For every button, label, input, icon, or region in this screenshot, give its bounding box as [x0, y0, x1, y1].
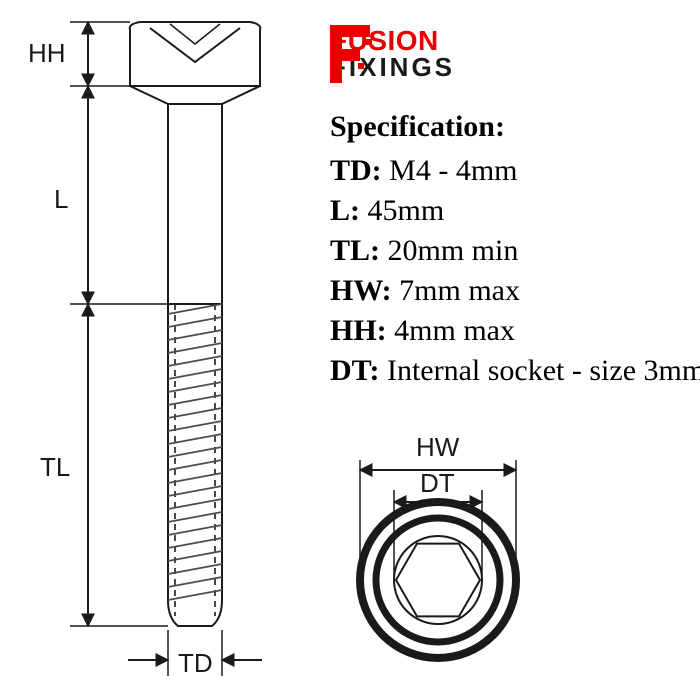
- spec-key: DT:: [330, 354, 379, 387]
- bolt-side-view: [0, 0, 330, 700]
- spec-key: TD:: [330, 154, 382, 187]
- spec-heading: Specification:: [330, 110, 690, 144]
- brand-f-icon: [330, 25, 374, 83]
- spec-val: M4 - 4mm: [382, 154, 518, 187]
- spec-row: DT: Internal socket - size 3mm: [330, 354, 690, 388]
- spec-key: HH:: [330, 314, 387, 347]
- spec-row: TL: 20mm min: [330, 234, 690, 268]
- dim-label-tl: TL: [40, 452, 70, 483]
- spec-val: Internal socket - size 3mm: [379, 354, 700, 387]
- dim-label-hh: HH: [28, 38, 66, 69]
- dim-label-hw: HW: [416, 432, 459, 463]
- spec-val: 20mm min: [380, 234, 518, 267]
- spec-key: L:: [330, 194, 360, 227]
- dim-label-td: TD: [178, 648, 213, 679]
- spec-block: Specification: TD: M4 - 4mm L: 45mm TL: …: [330, 110, 690, 394]
- spec-val: 45mm: [360, 194, 444, 227]
- spec-val: 4mm max: [387, 314, 515, 347]
- spec-row: HW: 7mm max: [330, 274, 690, 308]
- spec-key: TL:: [330, 234, 380, 267]
- page-root: FUSION FIXINGS Specification: TD: M4 - 4…: [0, 0, 700, 700]
- dim-label-dt: DT: [420, 468, 455, 499]
- spec-row: TD: M4 - 4mm: [330, 154, 690, 188]
- spec-val: 7mm max: [392, 274, 520, 307]
- brand-logo: FUSION FIXINGS: [330, 28, 455, 79]
- dim-label-l: L: [54, 184, 68, 215]
- spec-row: HH: 4mm max: [330, 314, 690, 348]
- spec-key: HW:: [330, 274, 392, 307]
- spec-row: L: 45mm: [330, 194, 690, 228]
